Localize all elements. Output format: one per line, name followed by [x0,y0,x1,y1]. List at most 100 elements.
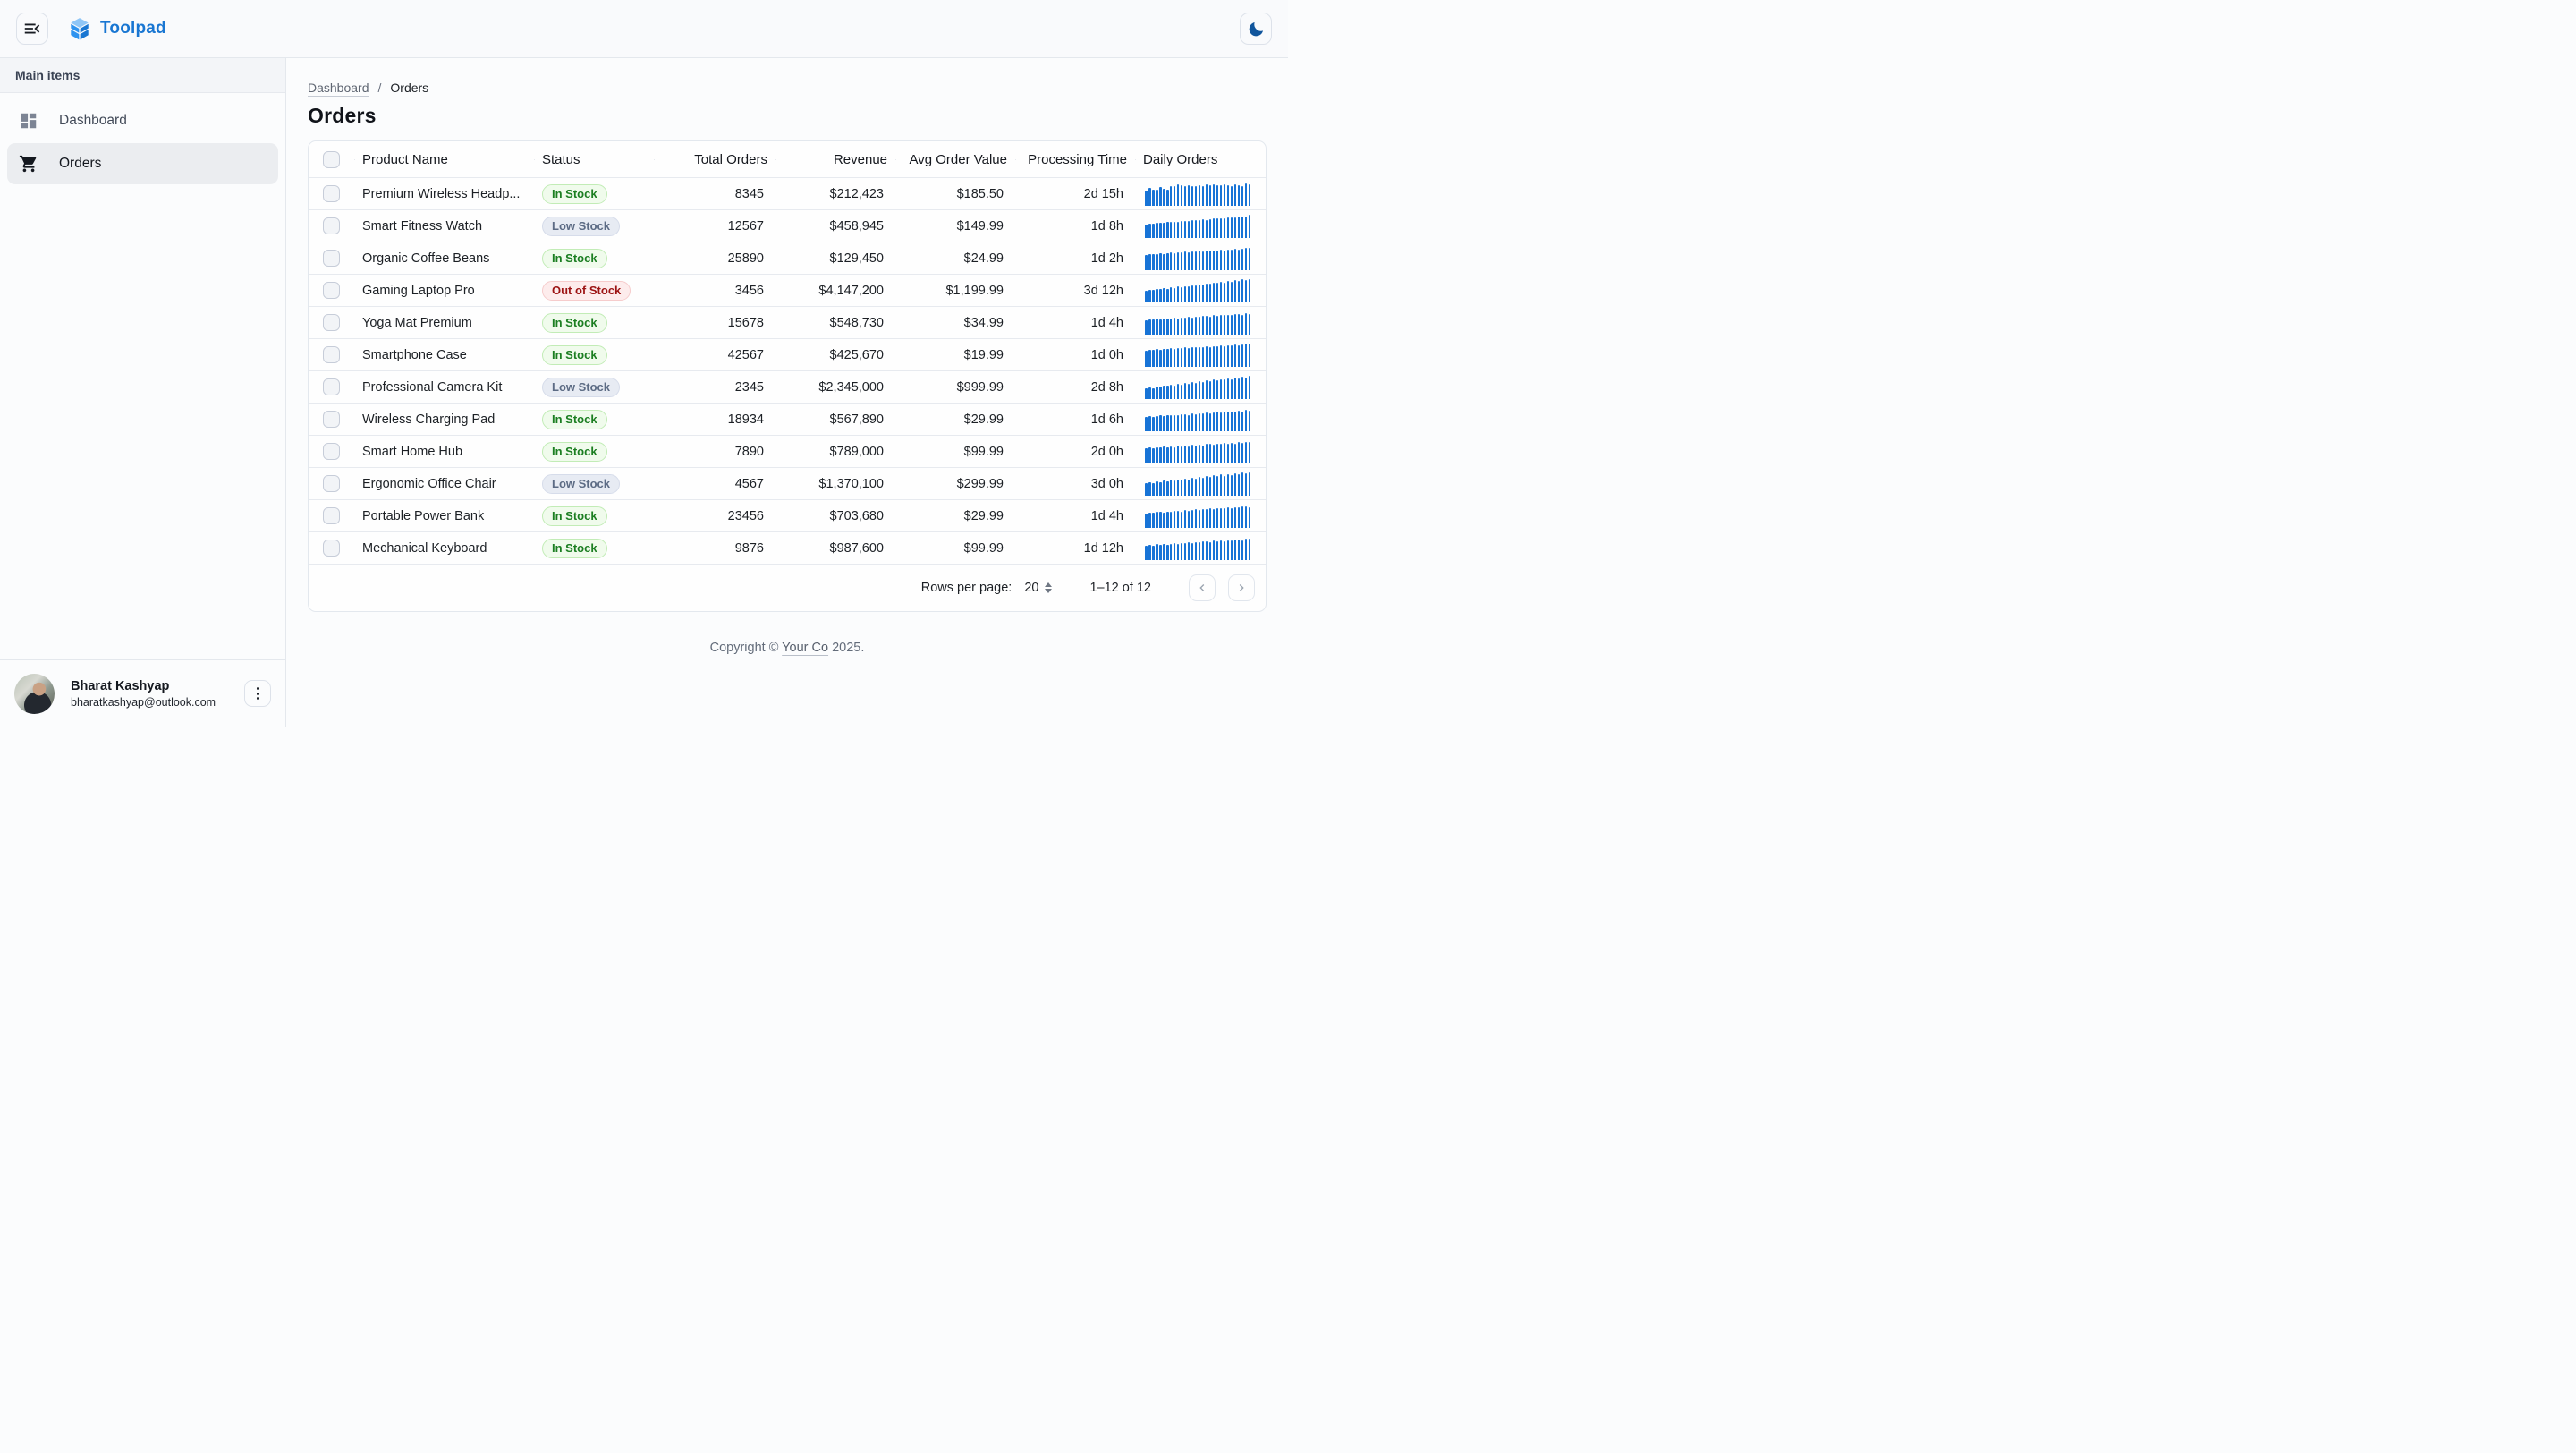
status-badge: In Stock [542,183,607,204]
daily-orders-sparkline [1145,214,1251,238]
table-row[interactable]: Smart Fitness Watch Low Stock 12567 $458… [309,209,1266,242]
table-row[interactable]: Portable Power Bank In Stock 23456 $703,… [309,499,1266,531]
table-row[interactable]: Mechanical Keyboard In Stock 9876 $987,6… [309,531,1266,564]
table-row[interactable]: Yoga Mat Premium In Stock 15678 $548,730… [309,306,1266,338]
revenue-cell: $425,670 [829,347,884,362]
row-checkbox[interactable] [323,378,340,395]
column-header-processing-time[interactable]: Processing Time [1015,152,1135,167]
user-avatar [14,673,55,714]
processing-time-cell: 1d 4h [1090,508,1123,523]
avg-order-value-cell: $29.99 [963,508,1004,523]
daily-orders-sparkline [1145,536,1251,560]
total-orders-cell: 2345 [734,379,764,395]
avg-order-value-cell: $185.50 [956,186,1004,201]
column-header-product[interactable]: Product Name [354,152,534,167]
row-checkbox[interactable] [323,217,340,234]
sidebar-user-card: Bharat Kashyap bharatkashyap@outlook.com [0,659,285,726]
total-orders-cell: 3456 [734,283,764,298]
daily-orders-sparkline [1145,375,1251,399]
row-checkbox[interactable] [323,411,340,428]
status-badge: In Stock [542,312,607,333]
breadcrumb-dashboard-link[interactable]: Dashboard [308,81,369,95]
rows-per-page-value: 20 [1024,581,1039,595]
column-header-daily-orders[interactable]: Daily Orders [1135,152,1266,167]
row-checkbox[interactable] [323,507,340,524]
table-row[interactable]: Ergonomic Office Chair Low Stock 4567 $1… [309,467,1266,499]
revenue-cell: $1,370,100 [818,476,884,491]
table-row[interactable]: Gaming Laptop Pro Out of Stock 3456 $4,1… [309,274,1266,306]
processing-time-cell: 1d 6h [1090,412,1123,427]
total-orders-cell: 8345 [734,186,764,201]
product-name-cell: Mechanical Keyboard [362,540,487,556]
user-menu-button[interactable] [244,680,271,707]
product-name-cell: Smartphone Case [362,347,467,362]
table-row[interactable]: Premium Wireless Headp... In Stock 8345 … [309,177,1266,209]
sidebar-item-dashboard[interactable]: Dashboard [7,100,278,141]
column-header-avg-order-value[interactable]: Avg Order Value [895,152,1015,167]
row-checkbox[interactable] [323,250,340,267]
table-row[interactable]: Professional Camera Kit Low Stock 2345 $… [309,370,1266,403]
daily-orders-sparkline [1145,407,1251,431]
copyright: Copyright © Your Co 2025. [308,641,1267,655]
product-name-cell: Organic Coffee Beans [362,251,490,266]
dashboard-icon [18,110,39,132]
total-orders-cell: 42567 [727,347,764,362]
status-badge: In Stock [542,506,607,526]
table-row[interactable]: Wireless Charging Pad In Stock 18934 $56… [309,403,1266,435]
menu-open-icon [22,19,42,38]
row-checkbox[interactable] [323,346,340,363]
processing-time-cell: 1d 2h [1090,251,1123,266]
shopping-cart-icon [18,153,39,174]
stepper-icon[interactable] [1045,582,1053,593]
revenue-cell: $987,600 [829,540,884,556]
app-bar: Toolpad [0,0,1288,58]
previous-page-button[interactable] [1189,574,1216,601]
pagination-bar: Rows per page: 20 1–12 of 12 [309,564,1266,611]
theme-toggle-button[interactable] [1240,13,1272,45]
revenue-cell: $567,890 [829,412,884,427]
collapse-menu-button[interactable] [16,13,48,45]
revenue-cell: $703,680 [829,508,884,523]
user-name: Bharat Kashyap [71,678,170,693]
next-page-button[interactable] [1228,574,1255,601]
copyright-suffix: 2025. [828,641,865,655]
sidebar-item-label: Dashboard [59,113,127,128]
sidebar-item-label: Orders [59,156,102,171]
user-email: bharatkashyap@outlook.com [71,695,216,709]
company-link[interactable]: Your Co [782,641,829,655]
table-row[interactable]: Smartphone Case In Stock 42567 $425,670 … [309,338,1266,370]
row-checkbox[interactable] [323,475,340,492]
rows-per-page-select[interactable]: 20 [1024,581,1053,595]
processing-time-cell: 3d 12h [1083,283,1123,298]
processing-time-cell: 3d 0h [1090,476,1123,491]
avg-order-value-cell: $19.99 [963,347,1004,362]
table-row[interactable]: Smart Home Hub In Stock 7890 $789,000 $9… [309,435,1266,467]
row-checkbox[interactable] [323,314,340,331]
column-header-status[interactable]: Status [534,152,654,167]
column-header-revenue[interactable]: Revenue [775,152,895,167]
select-all-checkbox[interactable] [323,150,340,168]
row-checkbox[interactable] [323,185,340,202]
processing-time-cell: 2d 0h [1090,444,1123,459]
row-checkbox[interactable] [323,443,340,460]
row-checkbox[interactable] [323,282,340,299]
sidebar-item-orders[interactable]: Orders [7,143,278,184]
daily-orders-sparkline [1145,278,1251,302]
daily-orders-sparkline [1145,246,1251,270]
status-badge: In Stock [542,441,607,462]
table-body: Premium Wireless Headp... In Stock 8345 … [309,177,1266,564]
moon-icon [1247,20,1266,38]
sidebar-section-label: Main items [0,58,285,93]
chevron-left-icon [1195,581,1209,595]
table-header-row: Product Name Status Total Orders Revenue… [309,141,1266,177]
brand[interactable]: Toolpad [68,17,166,41]
product-name-cell: Yoga Mat Premium [362,315,472,330]
avg-order-value-cell: $29.99 [963,412,1004,427]
total-orders-cell: 25890 [727,251,764,266]
row-checkbox[interactable] [323,540,340,557]
table-row[interactable]: Organic Coffee Beans In Stock 25890 $129… [309,242,1266,274]
revenue-cell: $4,147,200 [818,283,884,298]
product-name-cell: Gaming Laptop Pro [362,283,475,298]
page-title: Orders [308,104,377,127]
column-header-total-orders[interactable]: Total Orders [654,152,775,167]
